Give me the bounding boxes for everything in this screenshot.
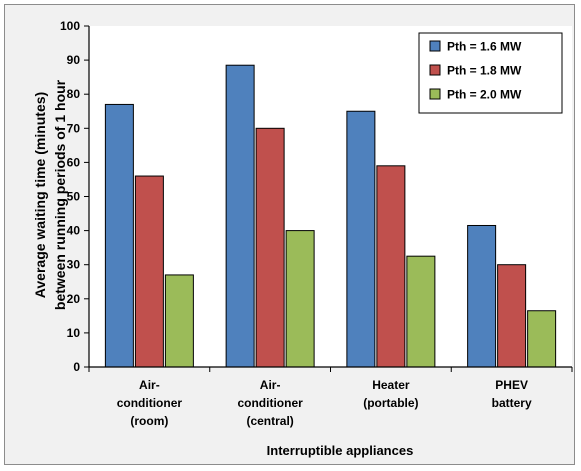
x-tick-label-line: (portable) [363, 396, 418, 410]
legend: Pth = 1.6 MW Pth = 1.8 MW Pth = 2.0 MW [418, 32, 563, 114]
x-tick-label-line: (room) [130, 414, 168, 428]
bar-series-2-category-3 [376, 165, 406, 368]
y-tick-label: 30 [67, 258, 81, 272]
bar-series-2-category-4 [497, 264, 527, 368]
legend-box [418, 32, 563, 114]
y-tick-label: 100 [60, 19, 80, 33]
legend-swatch-series-2 [429, 64, 441, 76]
x-tick-label-category-3: Heater (portable) [363, 378, 418, 410]
x-tick-label-line: Air- [260, 378, 281, 392]
x-tick-label-line: conditioner [117, 396, 183, 410]
x-tick-label-line: (central) [246, 414, 293, 428]
y-tick-label: 70 [67, 121, 81, 135]
x-tick-label-category-1: Air-conditioner (room) [117, 378, 183, 428]
x-tick-label-line: Air- [139, 378, 160, 392]
bar-series-1-category-3 [346, 110, 376, 368]
legend-label-series-3: Pth = 2.0 MW [447, 88, 522, 102]
x-tick-label-line: conditioner [237, 396, 303, 410]
legend-label-series-1: Pth = 1.6 MW [447, 40, 522, 54]
legend-swatch-series-3 [429, 88, 441, 100]
y-axis-label-line-1: Average waiting time (minutes) [32, 92, 48, 298]
x-tick-label-line: Heater [372, 378, 410, 392]
bar-series-3-category-4 [527, 310, 557, 368]
x-axis-label: Interruptible appliances [267, 443, 414, 458]
x-tick-label-line: battery [492, 396, 532, 410]
y-tick-label: 80 [67, 87, 81, 101]
x-tick-label-category-4: PHEV battery [492, 378, 532, 410]
y-tick-label: 10 [67, 326, 81, 340]
bar-series-2-category-1 [134, 175, 164, 368]
bar-series-2-category-2 [255, 127, 285, 368]
x-tick-label-line: PHEV [495, 378, 528, 392]
legend-label-series-2: Pth = 1.8 MW [447, 64, 522, 78]
bar-series-3-category-1 [164, 274, 194, 368]
bar-series-3-category-3 [406, 255, 436, 368]
bar-series-1-category-2 [225, 64, 255, 368]
bar-series-1-category-1 [104, 103, 134, 368]
bar-series-1-category-4 [467, 224, 497, 368]
x-tick-label-category-2: Air-conditioner (central) [237, 378, 303, 428]
y-tick-label: 40 [67, 224, 81, 238]
y-tick-label: 60 [67, 155, 81, 169]
y-tick-label: 0 [73, 360, 80, 374]
bar-series-3-category-2 [285, 230, 315, 368]
y-axis-label-line-2: between running periods of 1 hour [52, 79, 68, 310]
y-tick-label: 90 [67, 53, 81, 67]
y-tick-label: 20 [67, 292, 81, 306]
legend-swatch-series-1 [429, 40, 441, 52]
y-tick-label: 50 [67, 190, 81, 204]
